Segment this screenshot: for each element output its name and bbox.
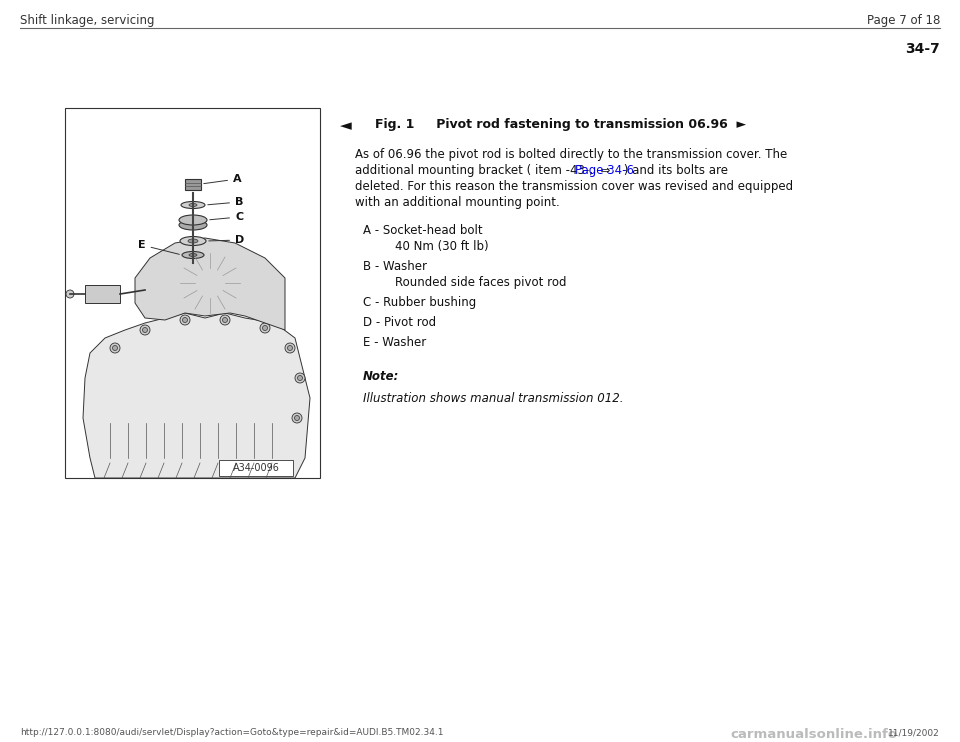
Circle shape xyxy=(223,318,228,323)
Text: C: C xyxy=(210,212,243,222)
Text: Illustration shows manual transmission 012.: Illustration shows manual transmission 0… xyxy=(363,392,623,405)
Text: B: B xyxy=(207,197,244,207)
Ellipse shape xyxy=(180,237,206,246)
Circle shape xyxy=(66,290,74,298)
Ellipse shape xyxy=(189,203,197,206)
Text: Page 7 of 18: Page 7 of 18 xyxy=(867,14,940,27)
Text: Shift linkage, servicing: Shift linkage, servicing xyxy=(20,14,155,27)
Circle shape xyxy=(262,326,268,330)
Circle shape xyxy=(298,375,302,381)
Circle shape xyxy=(220,315,230,325)
Text: Note:: Note: xyxy=(363,370,399,383)
Circle shape xyxy=(112,346,117,350)
Text: Rounded side faces pivot rod: Rounded side faces pivot rod xyxy=(395,276,566,289)
Ellipse shape xyxy=(181,202,205,209)
Circle shape xyxy=(180,315,190,325)
Circle shape xyxy=(110,343,120,353)
Text: 40 Nm (30 ft lb): 40 Nm (30 ft lb) xyxy=(395,240,489,253)
Ellipse shape xyxy=(189,254,197,257)
Text: carmanualsonline.info: carmanualsonline.info xyxy=(730,728,898,741)
Text: E: E xyxy=(138,240,180,255)
Circle shape xyxy=(287,346,293,350)
Text: with an additional mounting point.: with an additional mounting point. xyxy=(355,196,560,209)
Circle shape xyxy=(285,343,295,353)
Circle shape xyxy=(295,373,305,383)
Text: http://127.0.0.1:8080/audi/servlet/Display?action=Goto&type=repair&id=AUDI.B5.TM: http://127.0.0.1:8080/audi/servlet/Displ… xyxy=(20,728,444,737)
Text: 11/19/2002: 11/19/2002 xyxy=(888,728,940,737)
Circle shape xyxy=(260,323,270,333)
Ellipse shape xyxy=(182,252,204,258)
FancyBboxPatch shape xyxy=(219,460,293,476)
Circle shape xyxy=(140,325,150,335)
Circle shape xyxy=(142,327,148,332)
Ellipse shape xyxy=(188,239,198,243)
Text: B - Washer: B - Washer xyxy=(363,260,427,273)
Text: As of 06.96 the pivot rod is bolted directly to the transmission cover. The: As of 06.96 the pivot rod is bolted dire… xyxy=(355,148,787,161)
Text: A34-0096: A34-0096 xyxy=(232,463,279,473)
Text: D: D xyxy=(208,235,244,245)
Ellipse shape xyxy=(179,220,207,230)
Circle shape xyxy=(182,318,187,323)
Ellipse shape xyxy=(179,215,207,225)
Text: deleted. For this reason the transmission cover was revised and equipped: deleted. For this reason the transmissio… xyxy=(355,180,793,193)
Text: additional mounting bracket ( item -43-,  ⇒: additional mounting bracket ( item -43-,… xyxy=(355,164,614,177)
Text: D - Pivot rod: D - Pivot rod xyxy=(363,316,436,329)
Text: Page 34-6: Page 34-6 xyxy=(575,164,634,177)
Polygon shape xyxy=(83,313,310,478)
Bar xyxy=(185,179,201,190)
Circle shape xyxy=(295,416,300,421)
Polygon shape xyxy=(135,238,285,330)
Text: A - Socket-head bolt: A - Socket-head bolt xyxy=(363,224,483,237)
Text: ◄: ◄ xyxy=(340,118,351,133)
Bar xyxy=(65,108,320,478)
Text: 34-7: 34-7 xyxy=(905,42,940,56)
Text: ) and its bolts are: ) and its bolts are xyxy=(620,164,728,177)
Text: A: A xyxy=(204,174,242,184)
Text: Fig. 1     Pivot rod fastening to transmission 06.96  ►: Fig. 1 Pivot rod fastening to transmissi… xyxy=(375,118,746,131)
Text: C - Rubber bushing: C - Rubber bushing xyxy=(363,296,476,309)
Text: E - Washer: E - Washer xyxy=(363,336,426,349)
Circle shape xyxy=(292,413,302,423)
Bar xyxy=(85,285,120,303)
